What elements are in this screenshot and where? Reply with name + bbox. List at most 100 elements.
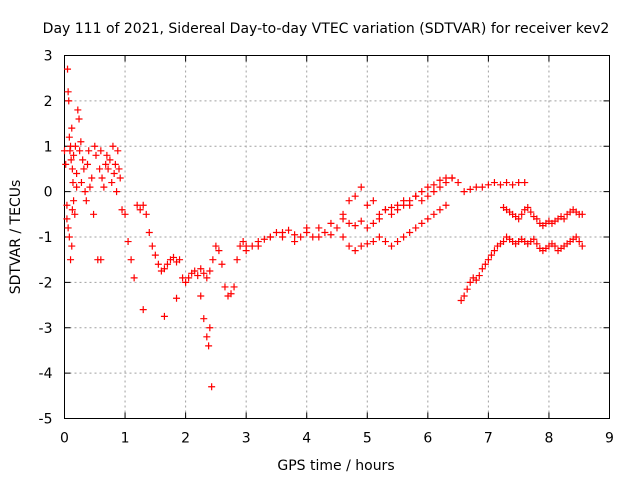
data-point	[185, 274, 193, 282]
data-point	[92, 151, 100, 159]
data-point	[191, 267, 199, 275]
data-point	[363, 240, 371, 248]
data-point	[515, 215, 523, 223]
data-point	[64, 224, 72, 232]
data-point	[176, 256, 184, 264]
data-point	[200, 269, 208, 277]
data-point	[575, 238, 583, 246]
data-point	[497, 181, 504, 189]
data-point	[81, 188, 89, 196]
data-point	[551, 242, 559, 250]
y-tick-label: -5	[39, 412, 53, 428]
data-point	[63, 215, 71, 223]
data-point	[77, 179, 85, 187]
data-point	[327, 219, 335, 227]
x-tick-label: 0	[60, 431, 69, 447]
data-point	[88, 174, 96, 182]
data-point	[139, 201, 147, 209]
y-tick-label: -2	[39, 275, 53, 291]
data-point	[109, 142, 117, 150]
data-point	[515, 179, 523, 187]
data-point	[518, 210, 526, 218]
data-point	[163, 260, 171, 268]
data-point	[182, 278, 190, 286]
data-point	[68, 165, 76, 173]
data-point	[406, 201, 414, 209]
data-point	[70, 197, 78, 205]
data-point	[345, 242, 353, 250]
data-point	[110, 169, 118, 177]
data-point	[98, 174, 106, 182]
data-point	[521, 179, 529, 187]
data-point	[412, 224, 420, 232]
grid-lines	[64, 55, 610, 419]
data-point	[63, 201, 71, 209]
data-point	[533, 215, 541, 223]
data-point	[388, 204, 395, 212]
x-tick-label: 1	[121, 431, 130, 447]
data-point	[260, 235, 268, 243]
data-point	[406, 228, 414, 236]
data-point	[65, 133, 73, 141]
data-point	[478, 265, 486, 273]
data-point	[266, 233, 274, 241]
data-point	[484, 256, 492, 264]
data-point	[442, 179, 450, 187]
data-point	[124, 238, 132, 246]
data-point	[69, 179, 77, 187]
data-point	[90, 210, 98, 218]
data-point	[116, 174, 124, 182]
data-point	[424, 192, 432, 200]
y-tick-label: -4	[39, 366, 53, 382]
data-point	[381, 206, 389, 214]
data-point	[96, 165, 104, 173]
data-point	[572, 233, 580, 241]
data-point	[113, 188, 121, 196]
data-point	[530, 235, 538, 243]
x-tick-label: 7	[484, 431, 493, 447]
data-point	[487, 251, 495, 259]
data-point	[351, 192, 359, 200]
data-point	[339, 210, 347, 218]
data-point	[418, 188, 426, 196]
data-point	[400, 197, 408, 205]
data-point	[430, 181, 438, 189]
data-point	[170, 253, 177, 261]
data-point	[339, 233, 347, 241]
y-tick-label: 2	[44, 94, 53, 110]
data-point	[130, 274, 138, 282]
data-point	[215, 247, 223, 255]
data-point	[139, 306, 147, 314]
data-point	[457, 297, 465, 305]
data-point	[200, 315, 208, 323]
data-point	[503, 179, 511, 187]
data-point	[369, 238, 377, 246]
data-point	[357, 242, 365, 250]
data-point	[351, 247, 359, 255]
data-point	[79, 156, 87, 164]
data-point	[291, 231, 299, 239]
data-point	[145, 228, 153, 236]
y-axis-label: SDTVAR / TECUs	[8, 180, 24, 295]
data-point	[154, 260, 162, 268]
data-point	[560, 215, 568, 223]
data-point	[490, 179, 498, 187]
data-point	[65, 233, 73, 241]
x-tick-label: 6	[423, 431, 432, 447]
x-tick-label: 2	[181, 431, 190, 447]
data-point	[478, 183, 486, 191]
data-point	[86, 183, 94, 191]
data-point	[430, 188, 438, 196]
x-tick-labels: 0 1 2 3 4 5 6 7 8 9	[60, 431, 614, 447]
data-point	[197, 292, 205, 300]
data-point	[151, 251, 159, 259]
data-point	[500, 238, 508, 246]
data-points	[61, 65, 586, 391]
data-point	[97, 147, 105, 155]
data-point	[524, 204, 532, 212]
data-point	[208, 383, 216, 391]
data-point	[218, 260, 226, 268]
data-point	[418, 219, 426, 227]
data-point	[76, 147, 84, 155]
